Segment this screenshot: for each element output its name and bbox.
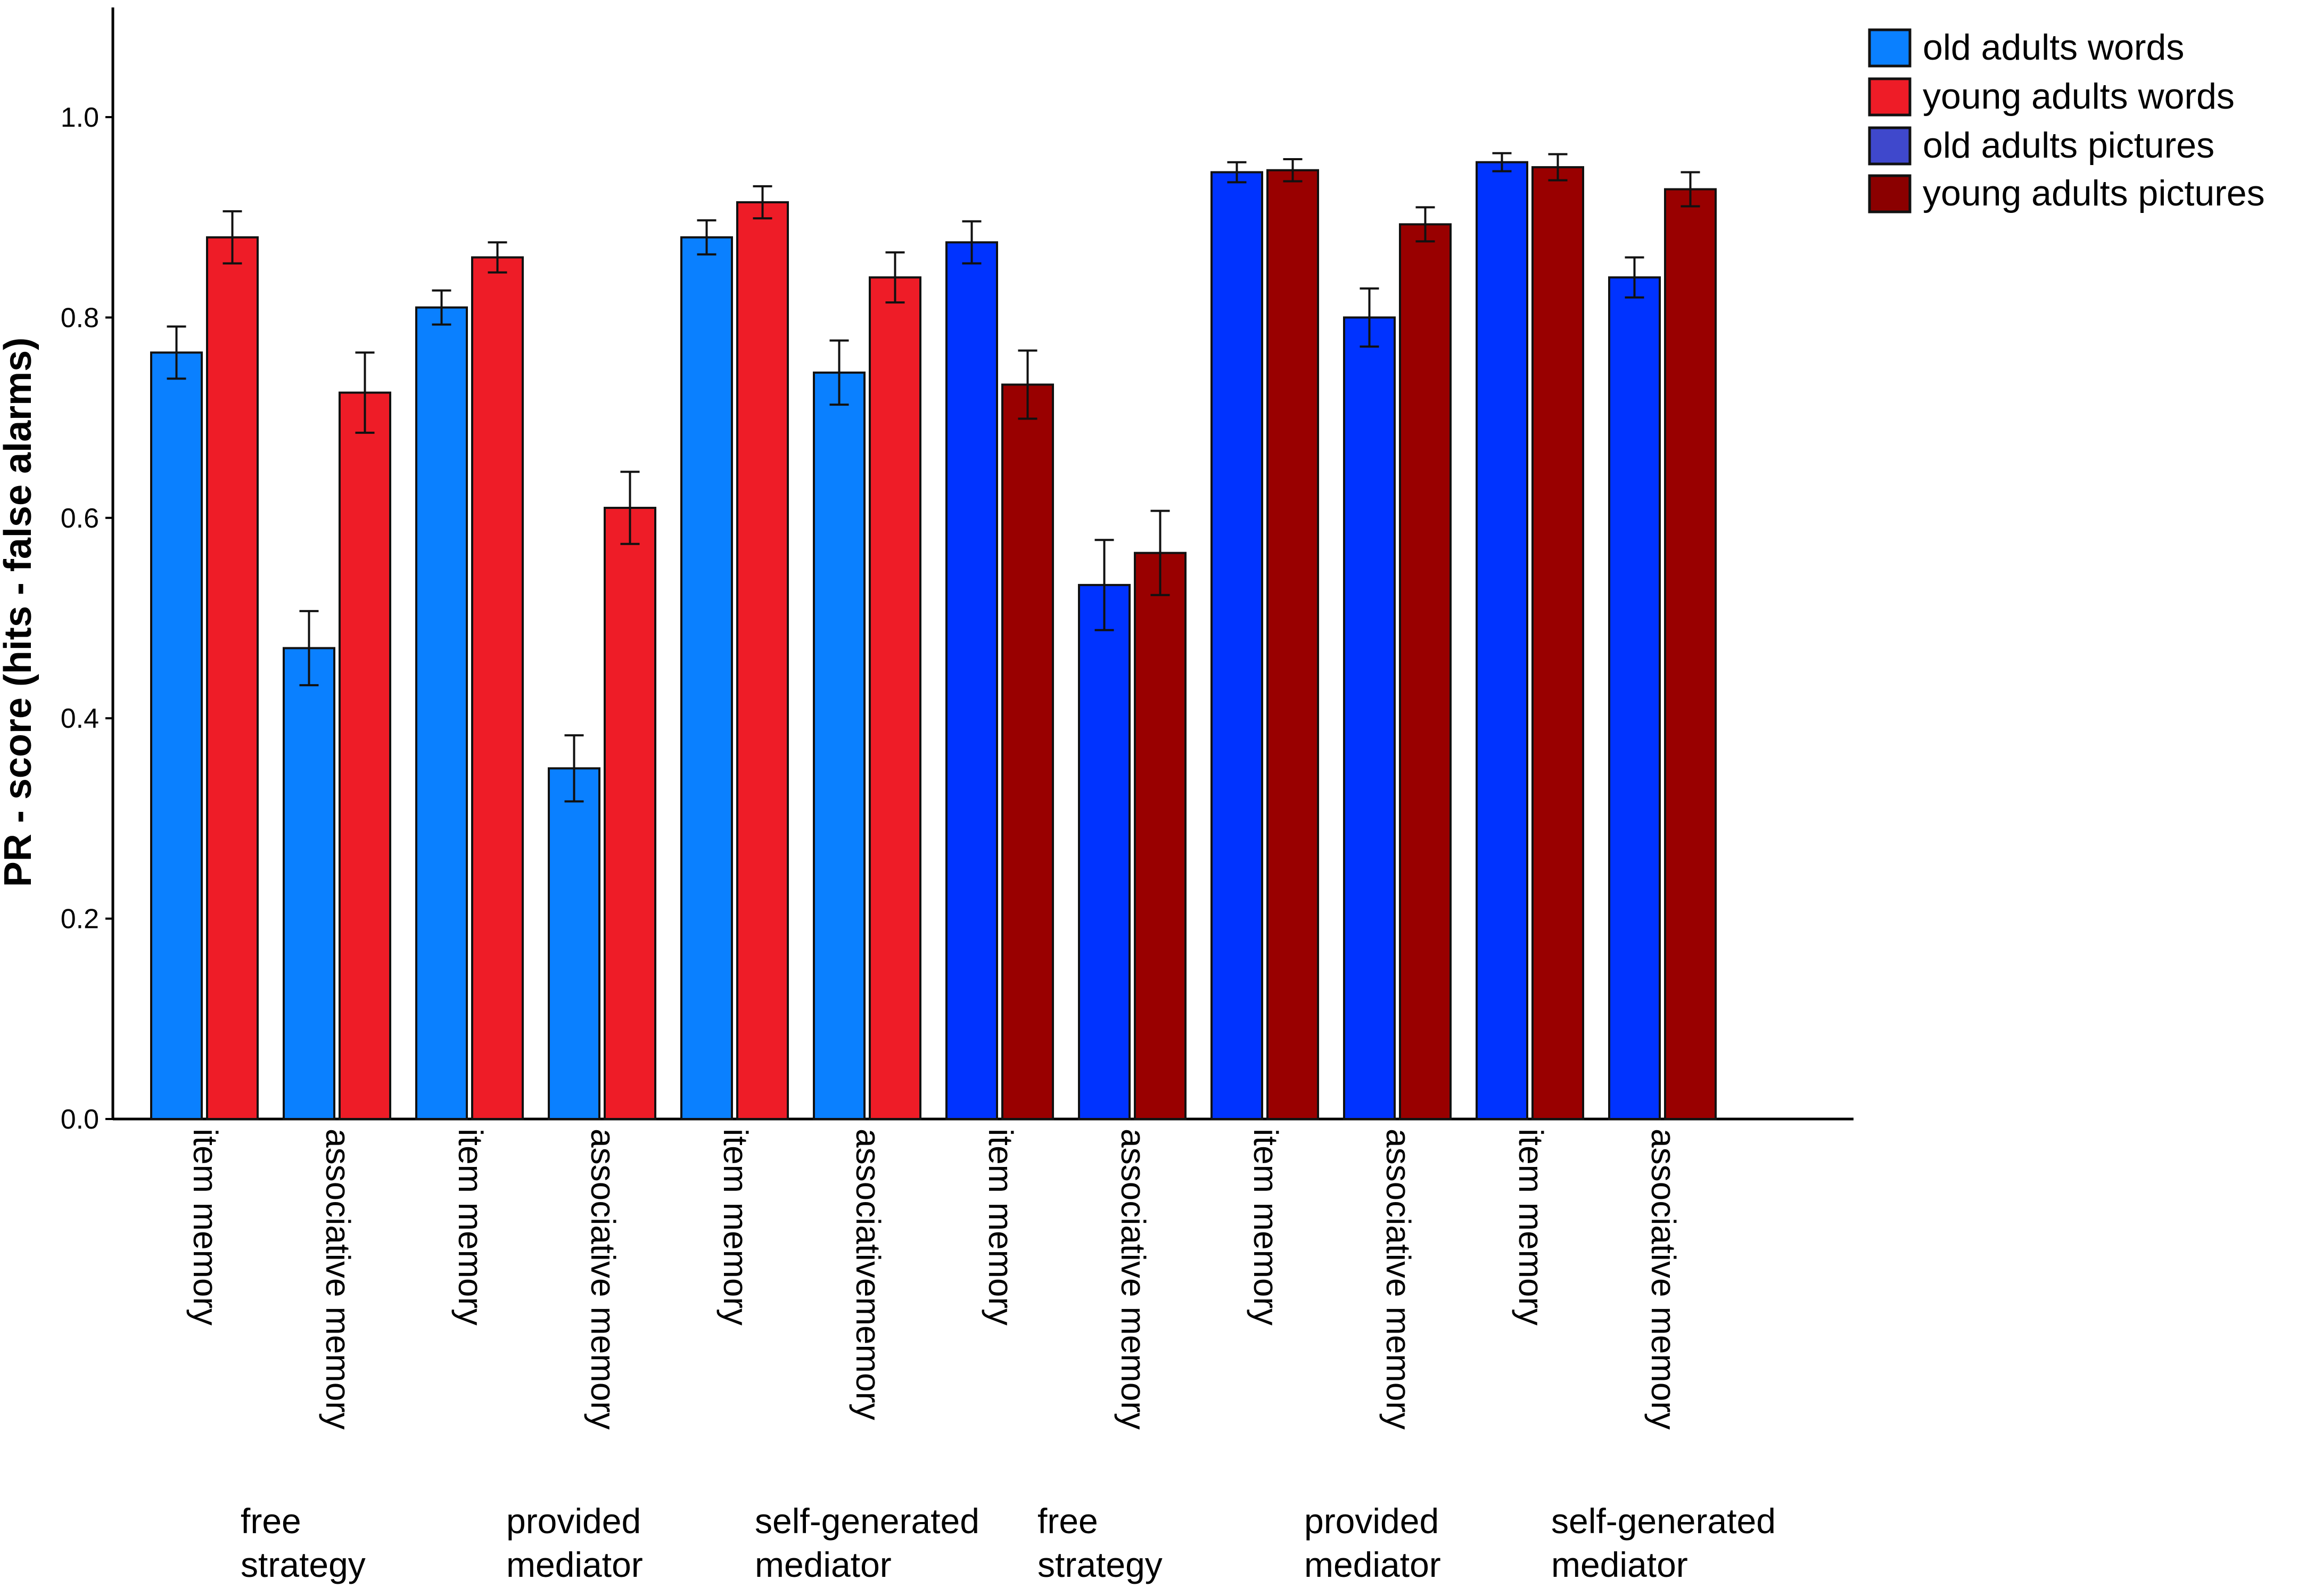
legend-label: old adults pictures [1923, 125, 2214, 166]
bar-young-adults [339, 391, 391, 1120]
bar-old-adults [945, 241, 998, 1120]
category-label: item memory [1247, 1129, 1285, 1326]
y-tick-label: 0.2 [61, 904, 99, 935]
bar-young-adults [471, 256, 524, 1121]
group-label: self-generated [755, 1501, 979, 1541]
bar-old-adults [1608, 276, 1661, 1120]
group-label: provided [506, 1501, 641, 1541]
category-label: item memory [1512, 1129, 1550, 1326]
category-label: associative memory [319, 1129, 357, 1430]
bar-old-adults [680, 236, 733, 1121]
y-tick-label: 0.6 [61, 503, 99, 534]
bar-old-adults [283, 647, 335, 1120]
bar-old-adults [415, 306, 468, 1121]
category-label: item memory [451, 1129, 490, 1326]
category-label: associative memory [584, 1129, 622, 1430]
group-label: mediator [755, 1545, 892, 1584]
legend-swatch [1868, 174, 1912, 213]
bar-old-adults [1343, 316, 1396, 1120]
legend-label: young adults pictures [1923, 173, 2265, 213]
bar-young-adults [1001, 383, 1054, 1120]
legend-label: old adults words [1923, 27, 2184, 68]
bar-young-adults [1266, 169, 1319, 1121]
bar-young-adults [869, 276, 921, 1120]
y-axis-label: PR - score (hits - false alarms) [0, 338, 39, 887]
y-tick-label: 1.0 [61, 102, 99, 133]
bar-young-adults [604, 506, 656, 1120]
group-label: self-generated [1551, 1501, 1776, 1541]
legend-swatch [1868, 77, 1912, 117]
bar-old-adults [150, 351, 203, 1120]
group-label: free [241, 1501, 301, 1541]
category-label: associative memory [1114, 1129, 1152, 1430]
bar-old-adults [1210, 171, 1263, 1120]
bar-young-adults [1664, 188, 1717, 1120]
bar-old-adults [1476, 161, 1528, 1121]
group-label: mediator [506, 1545, 643, 1584]
category-label: item memory [982, 1129, 1020, 1326]
category-label: associative memory [1379, 1129, 1418, 1430]
bar-young-adults [1134, 552, 1187, 1120]
group-label: strategy [241, 1545, 366, 1584]
category-label: item memory [186, 1129, 225, 1326]
bar-young-adults [1399, 223, 1452, 1120]
group-label: mediator [1304, 1545, 1441, 1584]
bar-young-adults [1531, 166, 1584, 1121]
category-label: item memory [716, 1129, 755, 1326]
y-tick-label: 0.4 [61, 703, 99, 734]
legend: old adults words young adults words old ad… [1868, 27, 2265, 213]
bar-old-adults [548, 767, 600, 1121]
group-label: provided [1304, 1501, 1439, 1541]
category-label: associativememory [849, 1129, 887, 1420]
y-tick-label: 0.0 [61, 1104, 99, 1135]
bar-young-adults [736, 201, 789, 1121]
category-label: associative memory [1644, 1129, 1683, 1430]
bar-old-adults [813, 371, 866, 1120]
group-label: free [1037, 1501, 1098, 1541]
bar-old-adults [1078, 583, 1131, 1121]
legend-label: young adults words [1923, 76, 2235, 117]
bar-young-adults [206, 236, 259, 1121]
legend-swatch [1868, 126, 1912, 166]
group-label: mediator [1551, 1545, 1688, 1584]
group-label: strategy [1037, 1545, 1163, 1584]
legend-swatch [1868, 28, 1912, 68]
plot-area: 0.0 0.2 0.4 0.6 0.8 1.0 item memory associative… [61, 7, 1854, 1584]
y-tick-label: 0.8 [61, 302, 99, 333]
